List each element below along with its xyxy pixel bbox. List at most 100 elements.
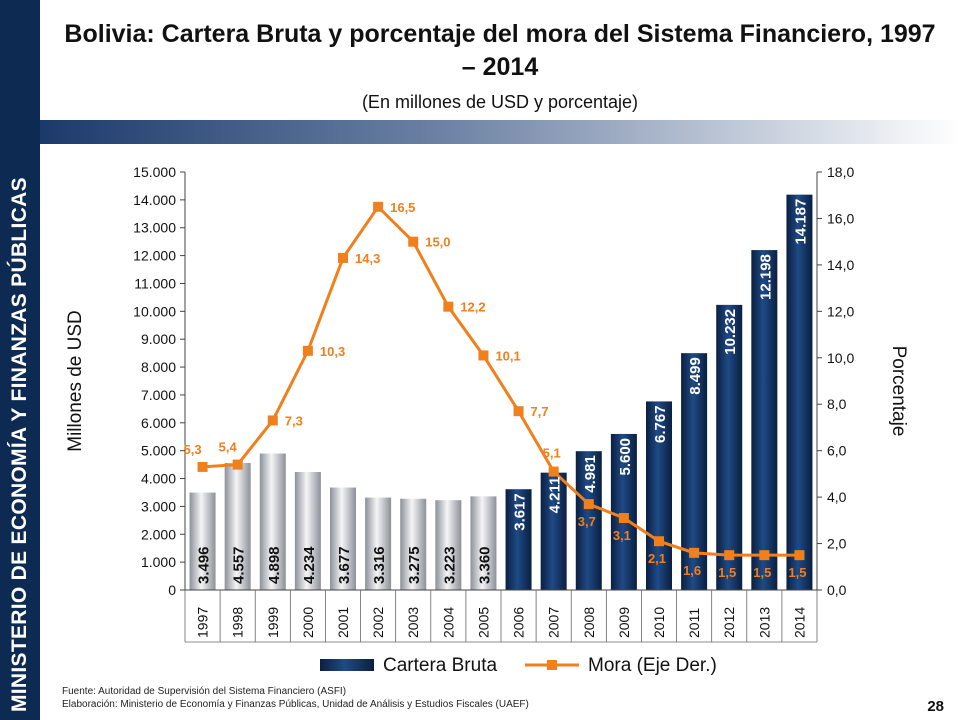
x-tick-label: 2009 [616,607,632,638]
footer-elaboration: Elaboración: Ministerio de Economía y Fi… [62,699,529,710]
legend-swatch-mora-marker [547,660,557,670]
y-tick-label: 13.000 [133,220,176,236]
bar-value-label: 3.275 [406,546,423,584]
y-tick-label: 8.000 [141,359,176,375]
x-tick-label: 2001 [335,607,351,638]
y2-tick-label: 2,0 [827,536,847,552]
mora-value-label: 1,6 [683,563,701,578]
mora-marker-2003 [408,236,419,247]
mora-marker-2010 [654,536,664,547]
bar-value-label: 6.767 [652,405,669,443]
bar-value-label: 3.360 [476,546,493,584]
bar-value-label: 12.198 [757,254,774,300]
y-tick-label: 7.000 [141,387,176,403]
bar-cartera-2004 [435,500,462,590]
mora-marker-2005 [478,350,489,361]
bar-cartera-1998 [224,463,251,590]
mora-value-label: 7,7 [531,404,549,419]
chart: 0 1.000 2.000 3.000 4.000 5.000 6.000 7.000 8.00… [65,164,909,676]
bar-cartera-2010 [646,401,672,590]
mora-value-label: 5,3 [184,442,202,457]
y-tick-label: 15.000 [133,164,176,180]
x-tick-label: 2012 [721,607,737,638]
bar-value-label: 8.499 [687,357,704,395]
sidebar-banner: MINISTERIO DE ECONOMÍA Y FINANZAS PÚBLIC… [0,0,40,720]
y-tick-label: 14.000 [133,192,176,208]
y2-tick-label: 0,0 [827,582,847,598]
bar-cartera-2013 [751,250,778,590]
mora-value-label: 1,5 [788,565,806,580]
bar-value-label: 5.600 [617,438,634,476]
y-tick-label: 12.000 [133,248,176,264]
mora-marker-2014 [794,550,805,561]
y-tick-label: 3.000 [141,498,176,514]
bar-value-label: 3.496 [196,546,213,584]
x-tick-label: 2011 [686,608,702,638]
page-number: 28 [927,698,944,715]
mora-marker-2006 [513,406,524,417]
bar-value-label: 4.898 [266,546,283,584]
y-tick-label: 6.000 [141,415,176,431]
bar-cartera-1999 [259,453,286,590]
y2-axis-title: Porcentaje [888,346,909,437]
mora-marker-1997 [197,461,208,472]
x-tick-label: 1998 [230,607,246,638]
bar-value-label: 3.223 [441,546,458,584]
mora-value-label: 1,5 [718,565,736,580]
y-tick-label: 9.000 [141,331,176,347]
x-tick-label: 2010 [651,607,667,638]
mora-marker-2011 [689,547,700,558]
y2-tick-label: 4,0 [827,489,847,505]
bar-cartera-2008 [575,451,602,590]
chart-subtitle: (En millones de USD y porcentaje) [361,92,639,112]
x-tick-label: 2000 [300,607,316,638]
footer-source: Fuente: Autoridad de Supervisión del Sis… [62,686,347,697]
y2-tick-label: 12,0 [827,303,854,319]
mora-value-label: 12,2 [460,300,485,315]
legend-label-cartera: Cartera Bruta [383,655,497,676]
mora-value-label: 7,3 [285,413,303,428]
x-tick-label: 2005 [475,607,491,638]
x-tick-label: 2013 [756,607,772,638]
x-tick-label: 2004 [440,607,456,638]
mora-marker-2001 [338,252,348,263]
y-tick-label: 4.000 [141,471,176,487]
mora-marker-2009 [618,513,629,524]
bar-cartera-2005 [470,496,497,590]
y-tick-label: 10.000 [133,303,176,319]
bar-value-label: 4.211 [547,477,564,514]
mora-marker-2013 [759,550,770,561]
mora-value-label: 16,5 [390,200,415,215]
chart-title: Bolivia: Cartera Bruta y porcentaje del … [64,20,936,81]
ministry-name: MINISTERIO DE ECONOMÍA Y FINANZAS PÚBLIC… [8,177,31,712]
bar-value-label: 4.234 [301,546,318,584]
bar-cartera-2014 [786,194,813,590]
y-tick-label: 5.000 [141,443,176,459]
mora-value-label: 5,1 [543,446,561,461]
mora-value-label: 3,7 [578,514,596,529]
y2-tick-label: 14,0 [827,257,854,273]
mora-value-label: 14,3 [355,251,380,266]
y2-tick-label: 8,0 [827,396,847,412]
bar-cartera-2002 [365,497,392,590]
x-tick-label: 2002 [370,607,386,638]
legend-label-mora: Mora (Eje Der.) [588,655,717,676]
x-tick-label: 1997 [195,607,211,638]
x-tick-label: 2007 [546,607,562,638]
mora-value-label: 5,4 [219,440,238,455]
y2-tick-label: 6,0 [827,443,847,459]
bar-cartera-2006 [505,489,532,590]
x-tick-label: 2003 [405,607,421,638]
y-tick-label: 2.000 [141,526,176,542]
mora-value-label: 15,0 [425,235,450,250]
x-tick-label: 1999 [265,607,281,638]
bar-value-label: 4.981 [582,455,599,493]
mora-marker-1998 [232,459,243,470]
x-tick-label: 2014 [791,607,807,638]
mora-marker-2002 [373,201,384,212]
bar-value-label: 4.557 [231,546,248,584]
y-tick-label: 0 [168,582,176,598]
bar-cartera-2009 [610,433,637,590]
bar-value-label: 10.232 [722,309,739,355]
y-tick-label: 1.000 [141,554,176,570]
